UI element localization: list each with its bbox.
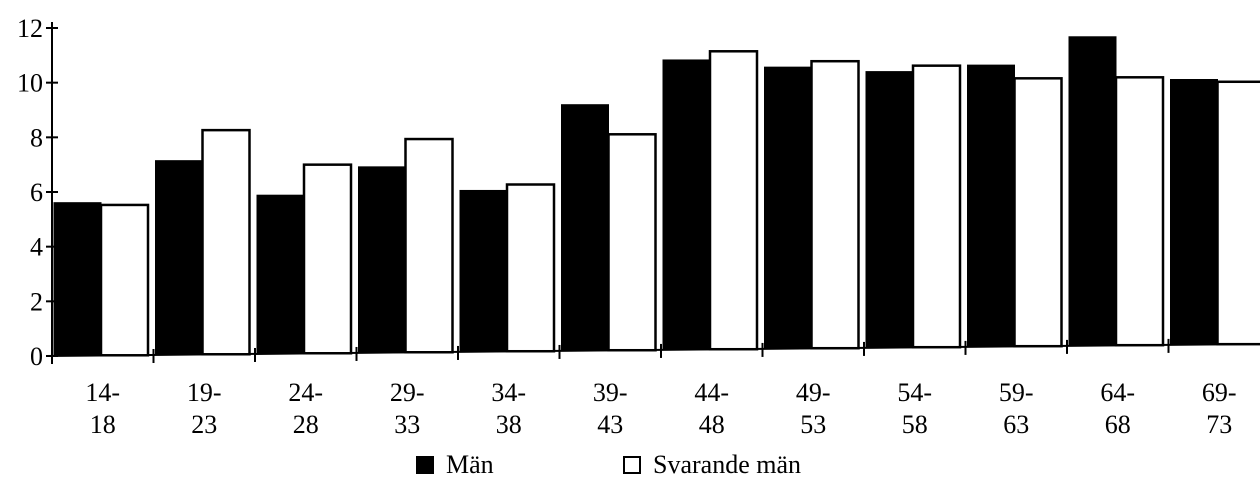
x-tick-label: 23 [191,410,217,439]
bar-man [155,160,203,356]
legend-swatch-svarande-man [623,456,641,474]
x-tick-label: 69- [1202,378,1237,407]
y-tick-label: 6 [30,178,43,207]
bar-man [53,202,102,357]
x-tick-label: 34- [491,378,526,407]
bar-svarande-man [302,163,353,355]
legend-item-man: Män [416,451,494,479]
x-tick-label: 18 [90,410,116,439]
bars [53,36,1260,357]
x-tick-label: 43 [597,410,623,439]
bar-man [1068,36,1117,347]
x-tick-label: 59- [999,378,1034,407]
x-tick-label: 33 [394,410,420,439]
x-tick-label: 19- [187,378,222,407]
bar-man [764,66,812,350]
x-tick-label: 28 [293,410,319,439]
bar-svarande-man [99,203,150,357]
bar-man [256,194,305,355]
y-tick-label: 2 [30,287,43,316]
y-tick-label: 0 [30,342,43,371]
bar-svarande-man [404,137,454,354]
y-axis: 0 2 4 6 8 10 12 [17,14,58,371]
bar-svarande-man [1216,80,1260,346]
bar-man [662,59,711,351]
y-tick-label: 4 [30,233,43,262]
bar-svarande-man [708,50,759,351]
bar-man [967,64,1015,348]
bar-man [358,166,406,354]
x-tick-label: 58 [902,410,928,439]
x-tick-label: 14- [85,378,120,407]
x-tick-label: 73 [1206,410,1232,439]
bar-man [561,104,609,352]
legend: Män Svarande män [0,451,1260,481]
x-tick-label: 24- [288,378,323,407]
y-tick-label: 8 [30,123,43,152]
legend-swatch-man [416,456,434,474]
x-tick-label: 38 [496,410,522,439]
x-tick-label: 44- [694,378,729,407]
x-tick-label: 29- [390,378,425,407]
y-tick-label: 12 [17,14,43,43]
bar-svarande-man [1013,77,1063,348]
x-tick-label: 54- [897,378,932,407]
x-tick-label: 48 [699,410,725,439]
bar-man [1170,79,1218,346]
x-tick-label: 49- [796,378,831,407]
bar-svarande-man [911,64,962,349]
bar-man [865,71,914,349]
bar-svarande-man [810,59,860,350]
x-tick-label: 64- [1100,378,1135,407]
x-tick-label: 68 [1105,410,1131,439]
x-tick-label: 53 [800,410,826,439]
bar-svarande-man [607,133,657,352]
bar-svarande-man [505,183,556,353]
legend-label-man: Män [446,450,494,479]
y-tick-label: 10 [17,69,43,98]
bar-man [459,189,508,353]
bar-svarande-man [1114,76,1165,347]
legend-item-svarande-man: Svarande män [623,451,801,479]
bar-svarande-man [201,128,251,356]
legend-label-svarande-man: Svarande män [653,450,802,479]
x-tick-label: 39- [593,378,628,407]
x-tick-label: 63 [1003,410,1029,439]
